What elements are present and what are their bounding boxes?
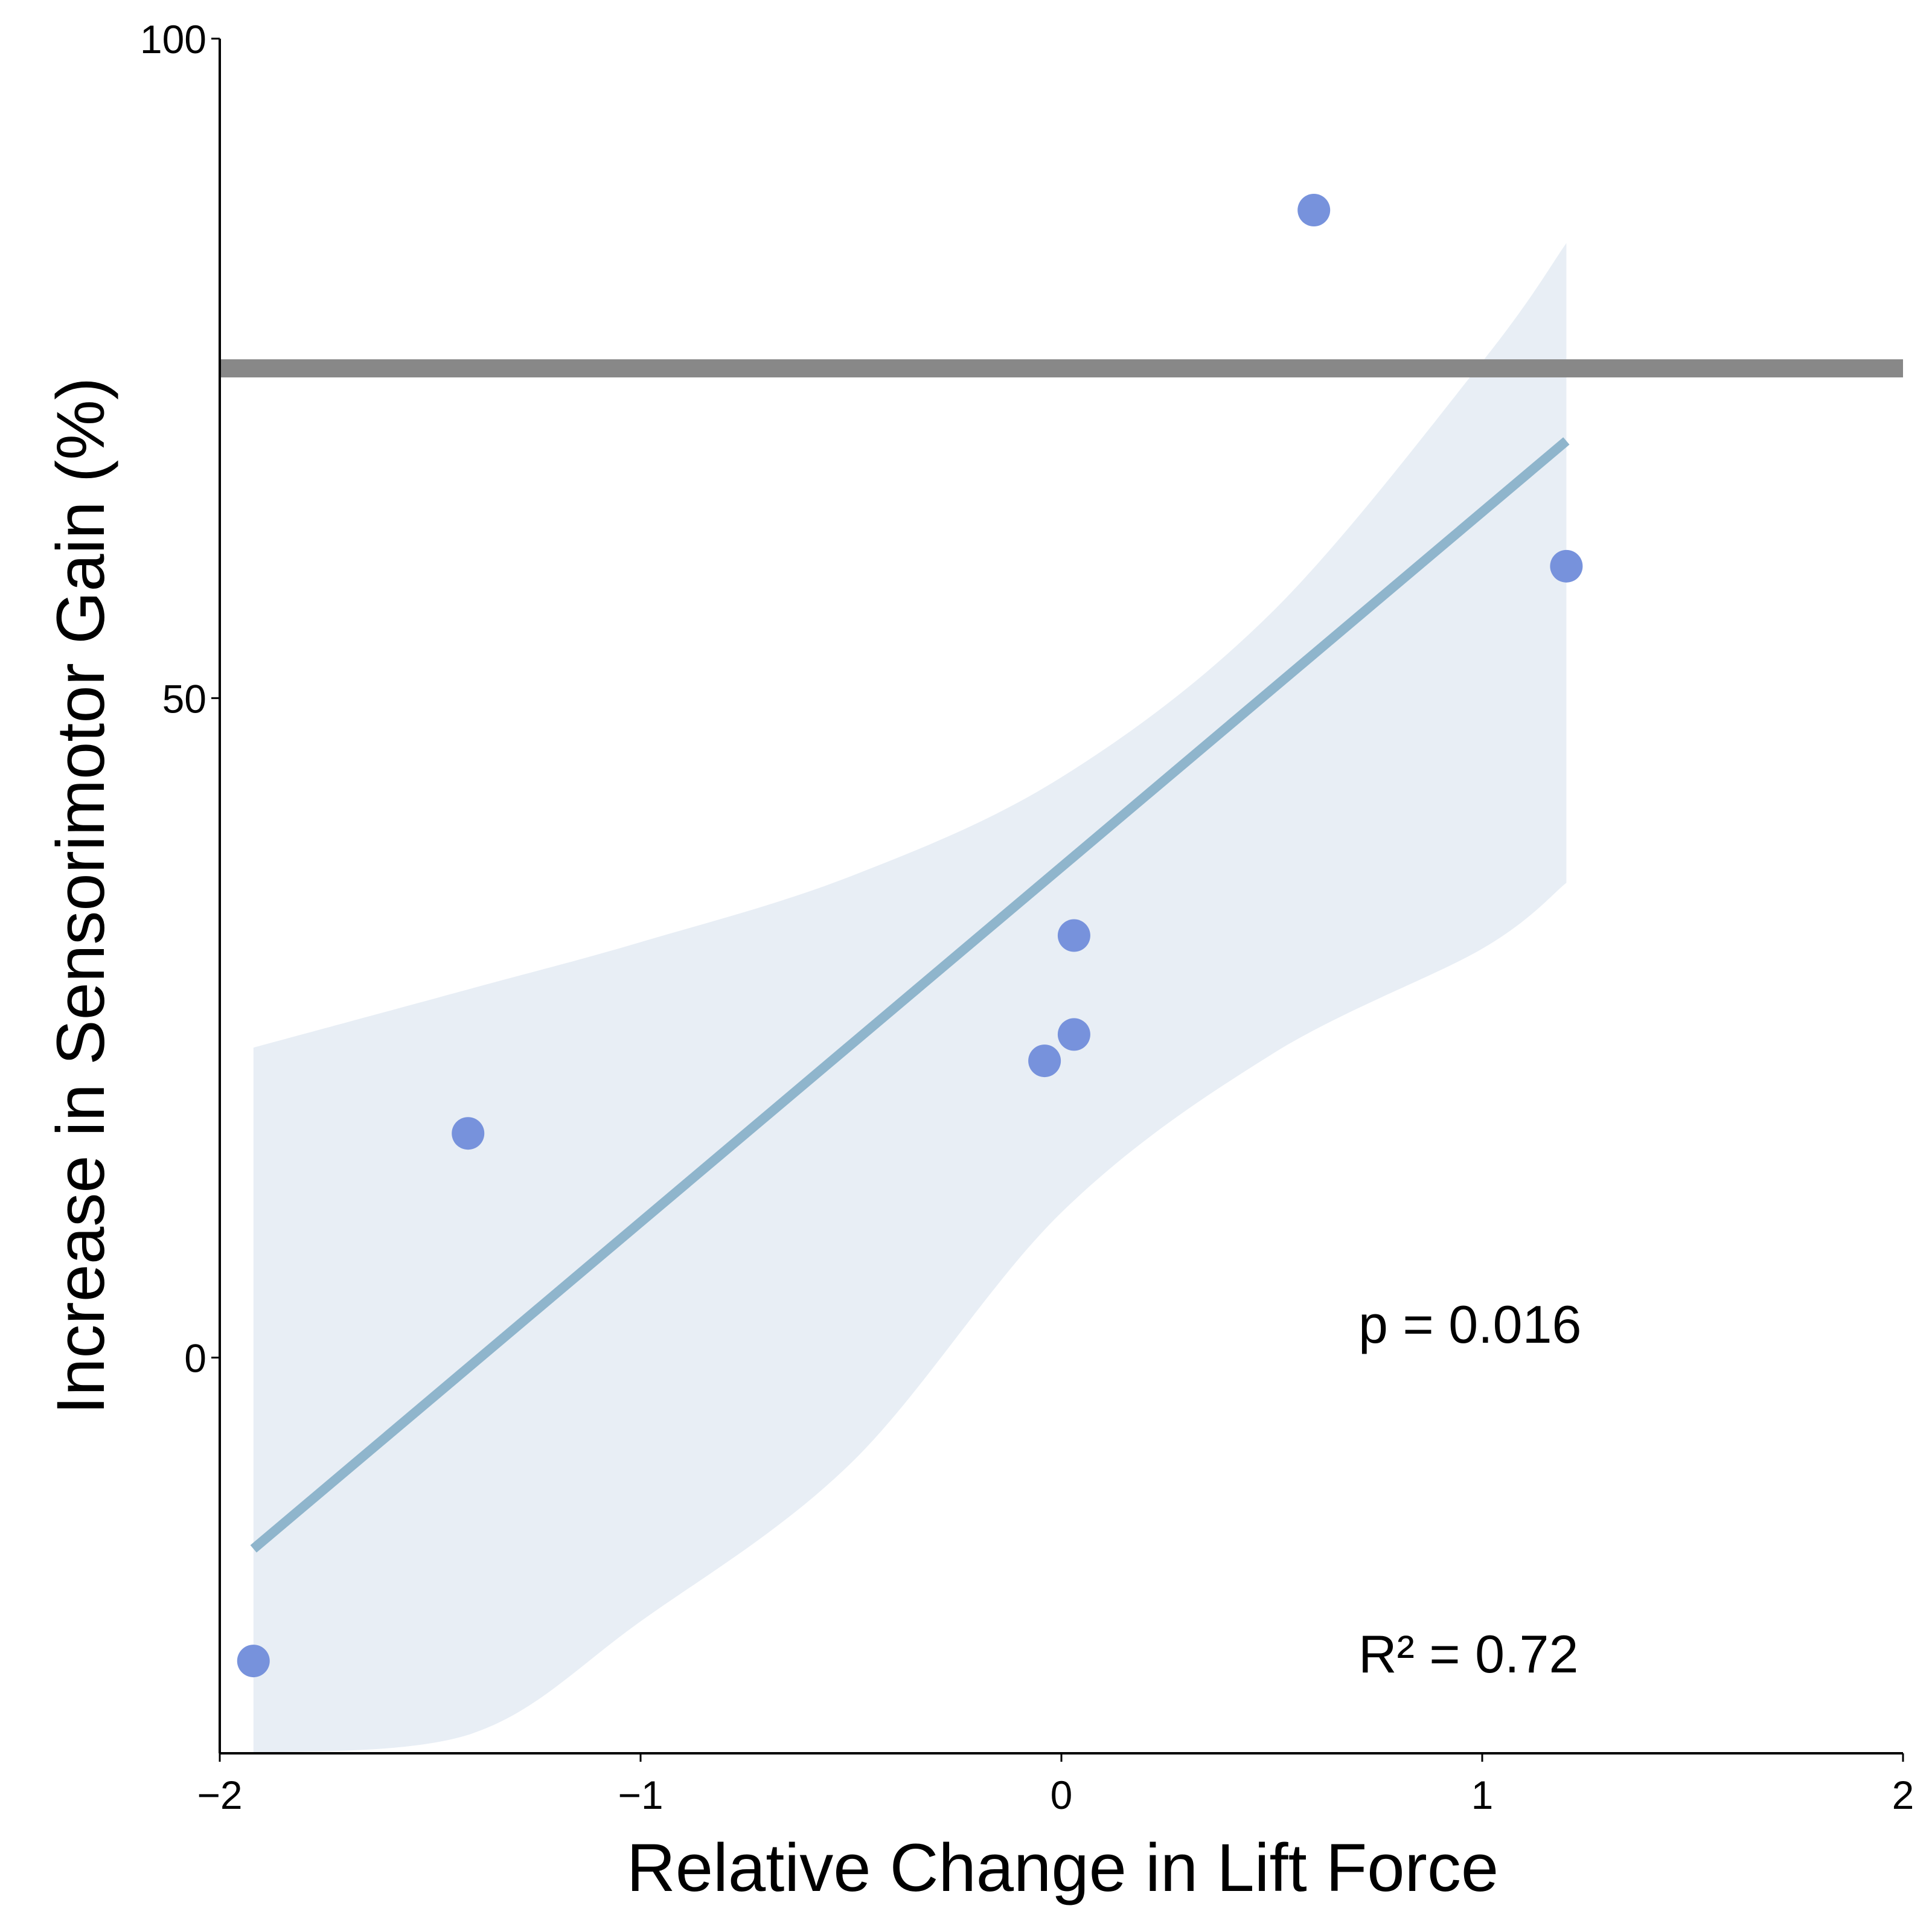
y-tick-label: 50 (162, 676, 206, 721)
y-tick-label: 0 (184, 1336, 206, 1381)
data-point (452, 1117, 485, 1150)
data-point (1028, 1044, 1061, 1078)
y-axis-title: Increase in Sensorimotor Gain (%) (43, 377, 118, 1415)
x-tick-label: 0 (1051, 1773, 1073, 1817)
x-tick-label: 2 (1892, 1773, 1914, 1817)
x-tick-label: 1 (1471, 1773, 1494, 1817)
x-tick-label: −2 (197, 1773, 242, 1817)
regression-line (250, 437, 1570, 1553)
data-point (1550, 549, 1583, 583)
data-point (1297, 194, 1331, 226)
r-squared-annotation: R² = 0.72 (1358, 1624, 1578, 1684)
p-value-annotation: p = 0.016 (1358, 1294, 1581, 1354)
data-point (1057, 1018, 1090, 1051)
y-tick-label: 100 (140, 17, 206, 62)
x-tick-label: −1 (618, 1773, 663, 1817)
x-axis-title: Relative Change in Lift Force (627, 1830, 1499, 1905)
data-point (1057, 919, 1090, 952)
data-point (237, 1645, 270, 1678)
